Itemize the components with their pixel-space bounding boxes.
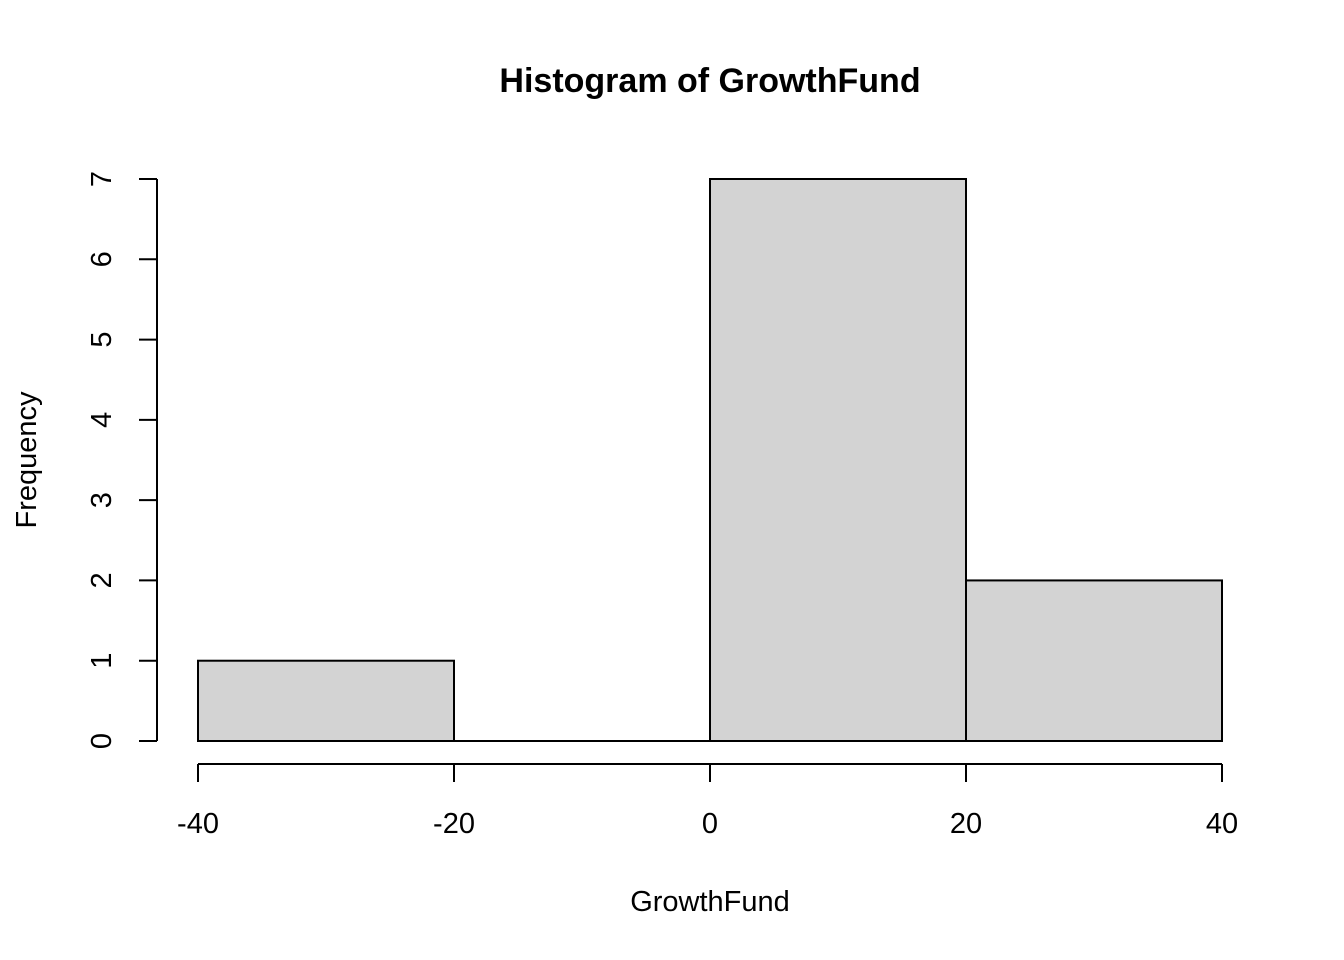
x-tick-label-2: 0 [702,808,718,840]
histogram-bar-0 [197,659,455,743]
y-tick-label-5: 5 [86,332,118,348]
x-axis-label: GrowthFund [630,886,790,918]
y-axis: 0 1 2 3 4 5 6 7 [86,171,158,749]
bars [197,178,1223,743]
histogram-bar-3 [965,579,1223,743]
x-tick-label-3: 20 [950,808,982,840]
chart-title: Histogram of GrowthFund [499,62,920,100]
x-tick-label-0: -40 [177,808,219,840]
x-axis: -40 -20 0 20 40 [177,763,1238,840]
y-tick-label-0: 0 [86,733,118,749]
y-axis-label: Frequency [11,391,43,529]
y-tick-label-7: 7 [86,171,118,187]
y-tick-label-6: 6 [86,251,118,267]
y-tick-label-1: 1 [86,653,118,669]
y-tick-label-4: 4 [86,412,118,428]
x-tick-label-4: 40 [1206,808,1238,840]
y-tick-label-3: 3 [86,492,118,508]
histogram-bar-2 [709,178,967,742]
x-tick-label-1: -20 [433,808,475,840]
y-tick-label-2: 2 [86,572,118,588]
